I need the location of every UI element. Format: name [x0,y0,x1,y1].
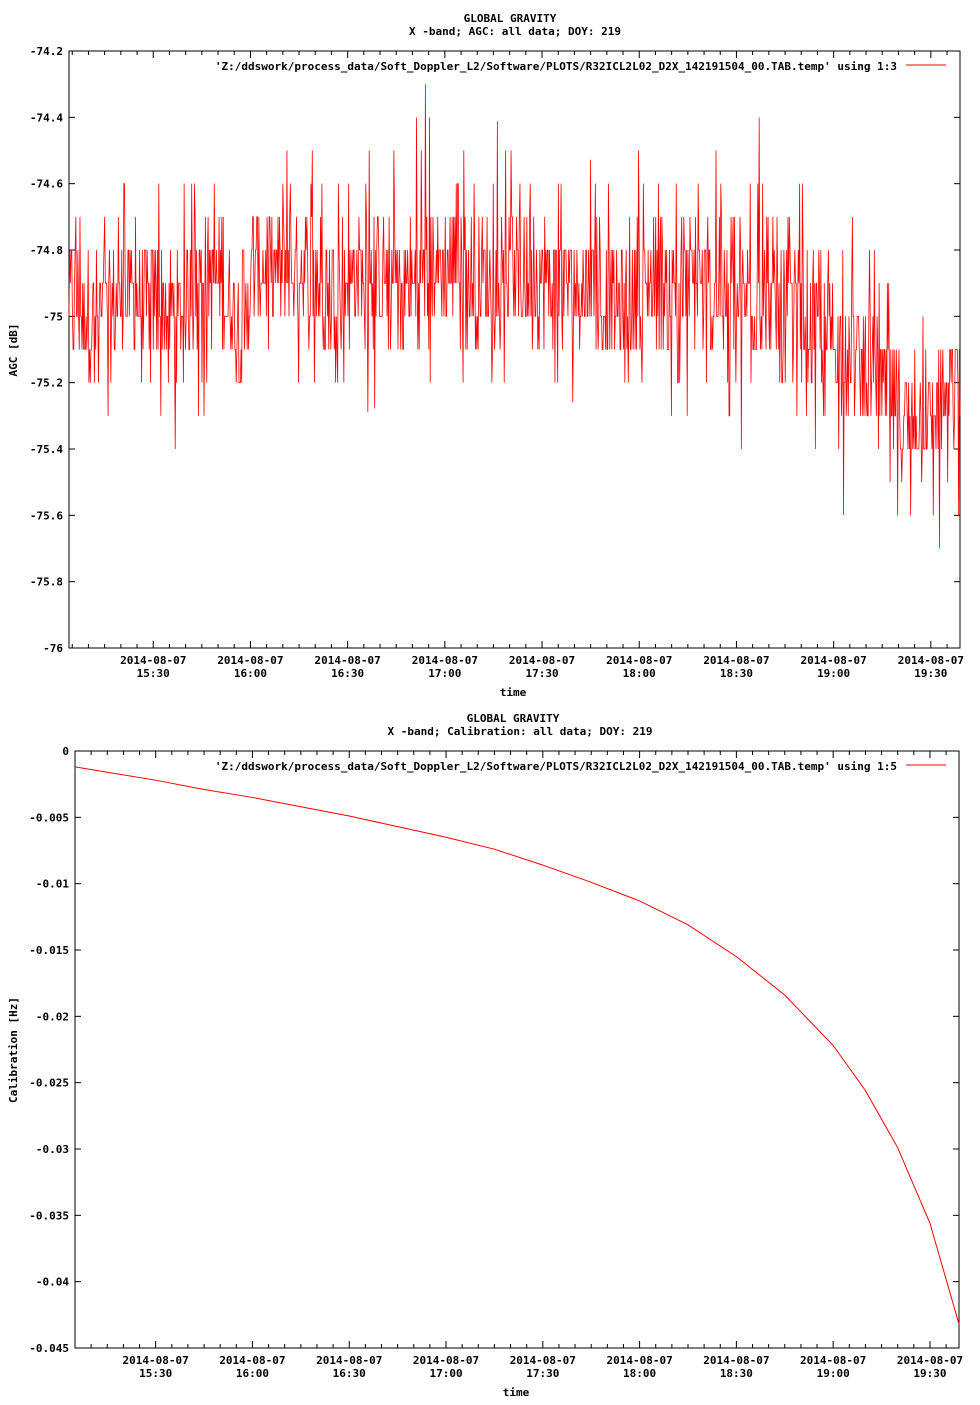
x-tick-label-date: 2014-08-07 [703,1354,769,1367]
x-tick-label-time: 19:00 [817,1367,850,1380]
legend-label: 'Z:/ddswork/process_data/Soft_Doppler_L2… [215,60,897,73]
x-tick-label-time: 17:30 [525,667,558,680]
x-tick-label-time: 18:30 [720,1367,753,1380]
x-tick-label-time: 15:30 [137,667,170,680]
x-tick-label-time: 19:30 [914,667,947,680]
x-axis-label: time [500,686,527,699]
x-tick-label-date: 2014-08-07 [217,654,283,667]
agc-chart: GLOBAL GRAVITY X -band; AGC: all data; D… [7,12,964,699]
y-axis: -74.2 -74.4 -74.6 -74.8 -75 -75.2 -75.4 -75.6 -7… [30,45,960,655]
y-tick-label: -0.035 [29,1209,69,1222]
x-tick-label-time: 17:30 [526,1367,559,1380]
y-tick-label: -0.04 [36,1276,69,1289]
x-tick-label-time: 18:30 [720,667,753,680]
x-tick-label-date: 2014-08-07 [801,654,867,667]
x-tick-label-date: 2014-08-07 [897,1354,963,1367]
y-tick-label: -75.8 [30,576,63,589]
plot-frame [68,50,961,649]
x-tick-label-date: 2014-08-07 [703,654,769,667]
series-calibration [74,766,960,1325]
x-tick-label-date: 2014-08-07 [510,1354,576,1367]
x-tick-label-time: 16:00 [234,667,267,680]
calibration-chart: GLOBAL GRAVITY X -band; Calibration: all… [7,712,963,1399]
y-tick-label: -0.005 [29,811,69,824]
x-tick-label-date: 2014-08-07 [800,1354,866,1367]
y-tick-label: -74.2 [30,45,63,58]
y-tick-label: -0.03 [36,1143,69,1156]
chart-title: GLOBAL GRAVITY [467,712,560,725]
y-tick-label: -76 [43,642,63,655]
legend: 'Z:/ddswork/process_data/Soft_Doppler_L2… [215,760,946,773]
y-axis-label: AGC [dB] [7,324,20,377]
chart-subtitle: X -band; AGC: all data; DOY: 219 [409,25,621,38]
x-tick-label-time: 17:00 [429,1367,462,1380]
y-tick-label: -75 [43,310,63,323]
x-tick-label-date: 2014-08-07 [316,1354,382,1367]
x-tick-label-date: 2014-08-07 [120,654,186,667]
y-tick-label: -0.01 [36,878,69,891]
y-tick-label: -75.2 [30,377,63,390]
x-tick-label-date: 2014-08-07 [315,654,381,667]
x-axis-label: time [503,1386,530,1399]
plot-frame [74,750,960,1349]
x-tick-label-date: 2014-08-07 [413,1354,479,1367]
x-tick-label-time: 16:30 [333,1367,366,1380]
y-tick-label: -75.4 [30,443,63,456]
x-axis: 2014-08-0715:302014-08-0716:002014-08-07… [71,51,964,680]
chart-subtitle: X -band; Calibration: all data; DOY: 219 [388,725,653,738]
series-line [68,84,961,549]
legend: 'Z:/ddswork/process_data/Soft_Doppler_L2… [215,60,946,73]
x-tick-label-date: 2014-08-07 [898,654,964,667]
x-tick-label-time: 16:00 [236,1367,269,1380]
series-agc [68,84,961,549]
x-tick-label-time: 18:00 [623,667,656,680]
y-tick-label: -74.4 [30,111,63,124]
x-tick-label-time: 15:30 [139,1367,172,1380]
x-tick-label-time: 16:30 [331,667,364,680]
y-tick-label: -74.8 [30,244,63,257]
y-tick-label: 0 [62,745,69,758]
y-tick-label: -0.02 [36,1010,69,1023]
x-tick-label-date: 2014-08-07 [509,654,575,667]
legend-label: 'Z:/ddswork/process_data/Soft_Doppler_L2… [215,760,897,773]
y-tick-label: -0.045 [29,1342,69,1355]
y-tick-label: -75.6 [30,509,63,522]
y-tick-label: -0.025 [29,1077,69,1090]
y-axis: 0 -0.005 -0.01 -0.015 -0.02 -0.025 -0.03 -0.035… [29,745,959,1355]
x-axis: 2014-08-0715:302014-08-0716:002014-08-07… [74,751,963,1380]
x-tick-label-time: 19:30 [913,1367,946,1380]
y-tick-label: -74.6 [30,178,63,191]
y-tick-label: -0.015 [29,944,69,957]
x-tick-label-date: 2014-08-07 [219,1354,285,1367]
x-tick-label-time: 17:00 [428,667,461,680]
x-tick-label-date: 2014-08-07 [123,1354,189,1367]
x-tick-label-date: 2014-08-07 [412,654,478,667]
x-tick-label-time: 18:00 [623,1367,656,1380]
y-axis-label: Calibration [Hz] [7,997,20,1103]
x-tick-label-date: 2014-08-07 [606,654,672,667]
x-tick-label-time: 19:00 [817,667,850,680]
x-tick-label-date: 2014-08-07 [606,1354,672,1367]
series-line [74,766,960,1325]
chart-title: GLOBAL GRAVITY [464,12,557,25]
